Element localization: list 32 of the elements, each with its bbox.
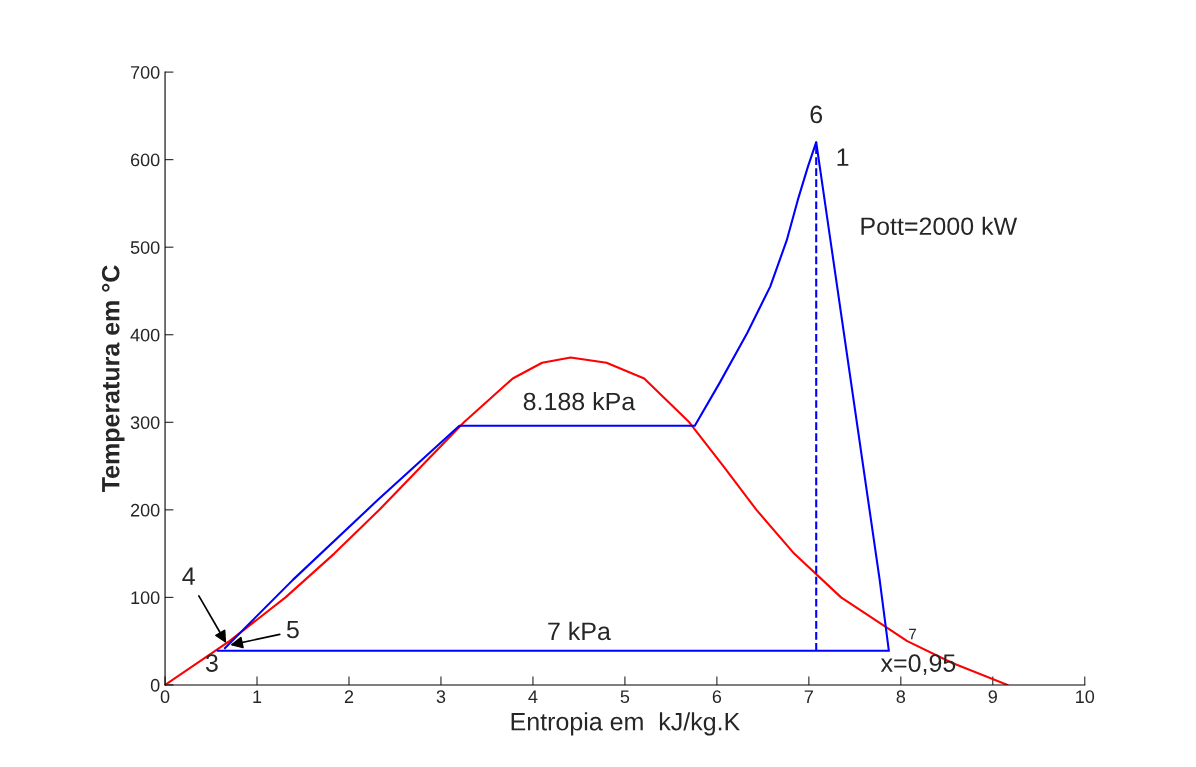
x-tick-label: 9 bbox=[988, 690, 997, 704]
y-tick-label: 500 bbox=[130, 241, 160, 254]
annotation: 7 bbox=[909, 628, 917, 640]
y-tick-label: 0 bbox=[150, 678, 160, 692]
y-tick-label: 700 bbox=[130, 66, 160, 79]
x-tick-label: 7 bbox=[804, 690, 813, 703]
y-axis-title: Temperatura em °C bbox=[101, 265, 125, 493]
x-tick-label: 6 bbox=[712, 690, 722, 704]
x-tick-label: 0 bbox=[160, 690, 170, 704]
x-tick-label: 2 bbox=[344, 690, 354, 703]
x-tick-label: 10 bbox=[1076, 690, 1095, 704]
x-tick-label: 5 bbox=[620, 690, 630, 704]
y-tick-label: 600 bbox=[130, 153, 160, 167]
line-series bbox=[165, 356, 1009, 685]
x-tick-label: 8 bbox=[896, 690, 906, 704]
x-tick-label: 3 bbox=[436, 690, 446, 704]
annotation: 1 bbox=[837, 148, 849, 166]
annotation: 5 bbox=[286, 620, 299, 639]
y-tick-label: 300 bbox=[130, 416, 160, 430]
x-axis-title: Entropia em kJ/kg.K bbox=[511, 712, 740, 736]
annotation: x=0,95 bbox=[880, 654, 956, 675]
annotation: 6 bbox=[810, 105, 823, 124]
x-tick-label: 4 bbox=[528, 690, 538, 703]
annotation: 8.188 kPa bbox=[523, 391, 636, 411]
y-tick-label: 200 bbox=[130, 503, 160, 517]
annotation: 7 kPa bbox=[548, 621, 611, 641]
y-tick-label: 400 bbox=[130, 328, 160, 342]
y-tick-label: 100 bbox=[131, 591, 160, 605]
annotation: Pott=2000 kW bbox=[861, 216, 1018, 236]
annotation: 4 bbox=[182, 567, 195, 585]
x-tick-label: 1 bbox=[253, 690, 262, 703]
annotation: 3 bbox=[205, 654, 218, 672]
